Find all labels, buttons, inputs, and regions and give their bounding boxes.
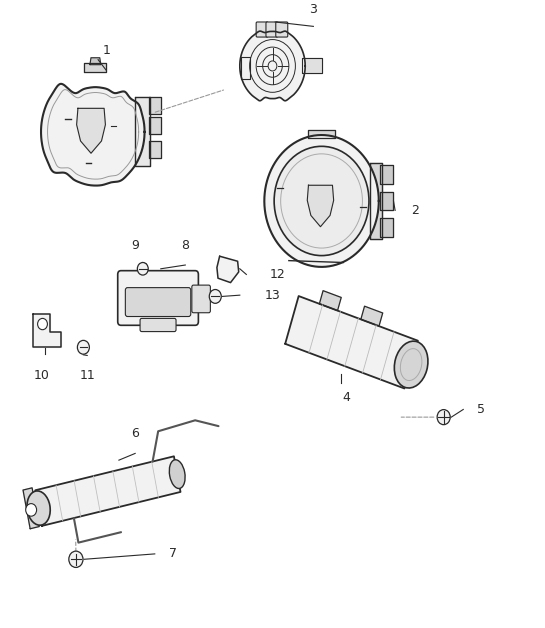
Polygon shape [370,163,382,239]
Polygon shape [308,130,335,138]
Polygon shape [361,306,383,326]
Polygon shape [135,97,150,166]
Text: 2: 2 [411,204,419,217]
Text: 7: 7 [169,548,177,560]
Text: 11: 11 [80,369,95,382]
Polygon shape [33,314,61,347]
Polygon shape [319,291,341,311]
Polygon shape [77,108,105,153]
FancyBboxPatch shape [118,271,198,325]
Polygon shape [23,488,39,529]
Circle shape [77,340,89,354]
Ellipse shape [169,460,185,489]
Polygon shape [84,63,106,72]
Polygon shape [41,84,144,186]
Ellipse shape [27,491,50,525]
Ellipse shape [395,341,428,388]
Text: 12: 12 [270,268,286,281]
Circle shape [274,146,369,256]
Polygon shape [217,256,239,283]
Circle shape [69,551,83,568]
Text: 3: 3 [310,3,317,16]
Polygon shape [149,117,161,134]
Circle shape [437,409,450,425]
Circle shape [209,290,221,303]
Text: 9: 9 [131,239,139,252]
Polygon shape [241,57,250,78]
Polygon shape [149,141,161,158]
Polygon shape [285,296,418,389]
FancyBboxPatch shape [125,288,191,317]
Polygon shape [380,165,393,184]
Polygon shape [264,135,379,267]
Text: 6: 6 [131,426,139,440]
Text: 4: 4 [342,391,350,404]
Polygon shape [302,58,322,73]
Circle shape [137,263,148,275]
Polygon shape [149,97,161,114]
FancyBboxPatch shape [276,22,288,37]
Polygon shape [240,31,305,100]
Text: 1: 1 [102,43,110,57]
Circle shape [38,318,47,330]
Text: 10: 10 [34,369,50,382]
FancyBboxPatch shape [192,285,210,313]
Text: 13: 13 [264,289,280,301]
Polygon shape [35,457,180,526]
Text: 8: 8 [181,239,189,252]
Polygon shape [380,218,393,237]
FancyBboxPatch shape [256,22,268,37]
Text: 5: 5 [477,403,485,416]
Polygon shape [307,185,334,227]
Circle shape [26,504,37,516]
Polygon shape [380,192,393,210]
FancyBboxPatch shape [140,318,176,332]
Polygon shape [90,58,101,65]
FancyBboxPatch shape [266,22,278,37]
